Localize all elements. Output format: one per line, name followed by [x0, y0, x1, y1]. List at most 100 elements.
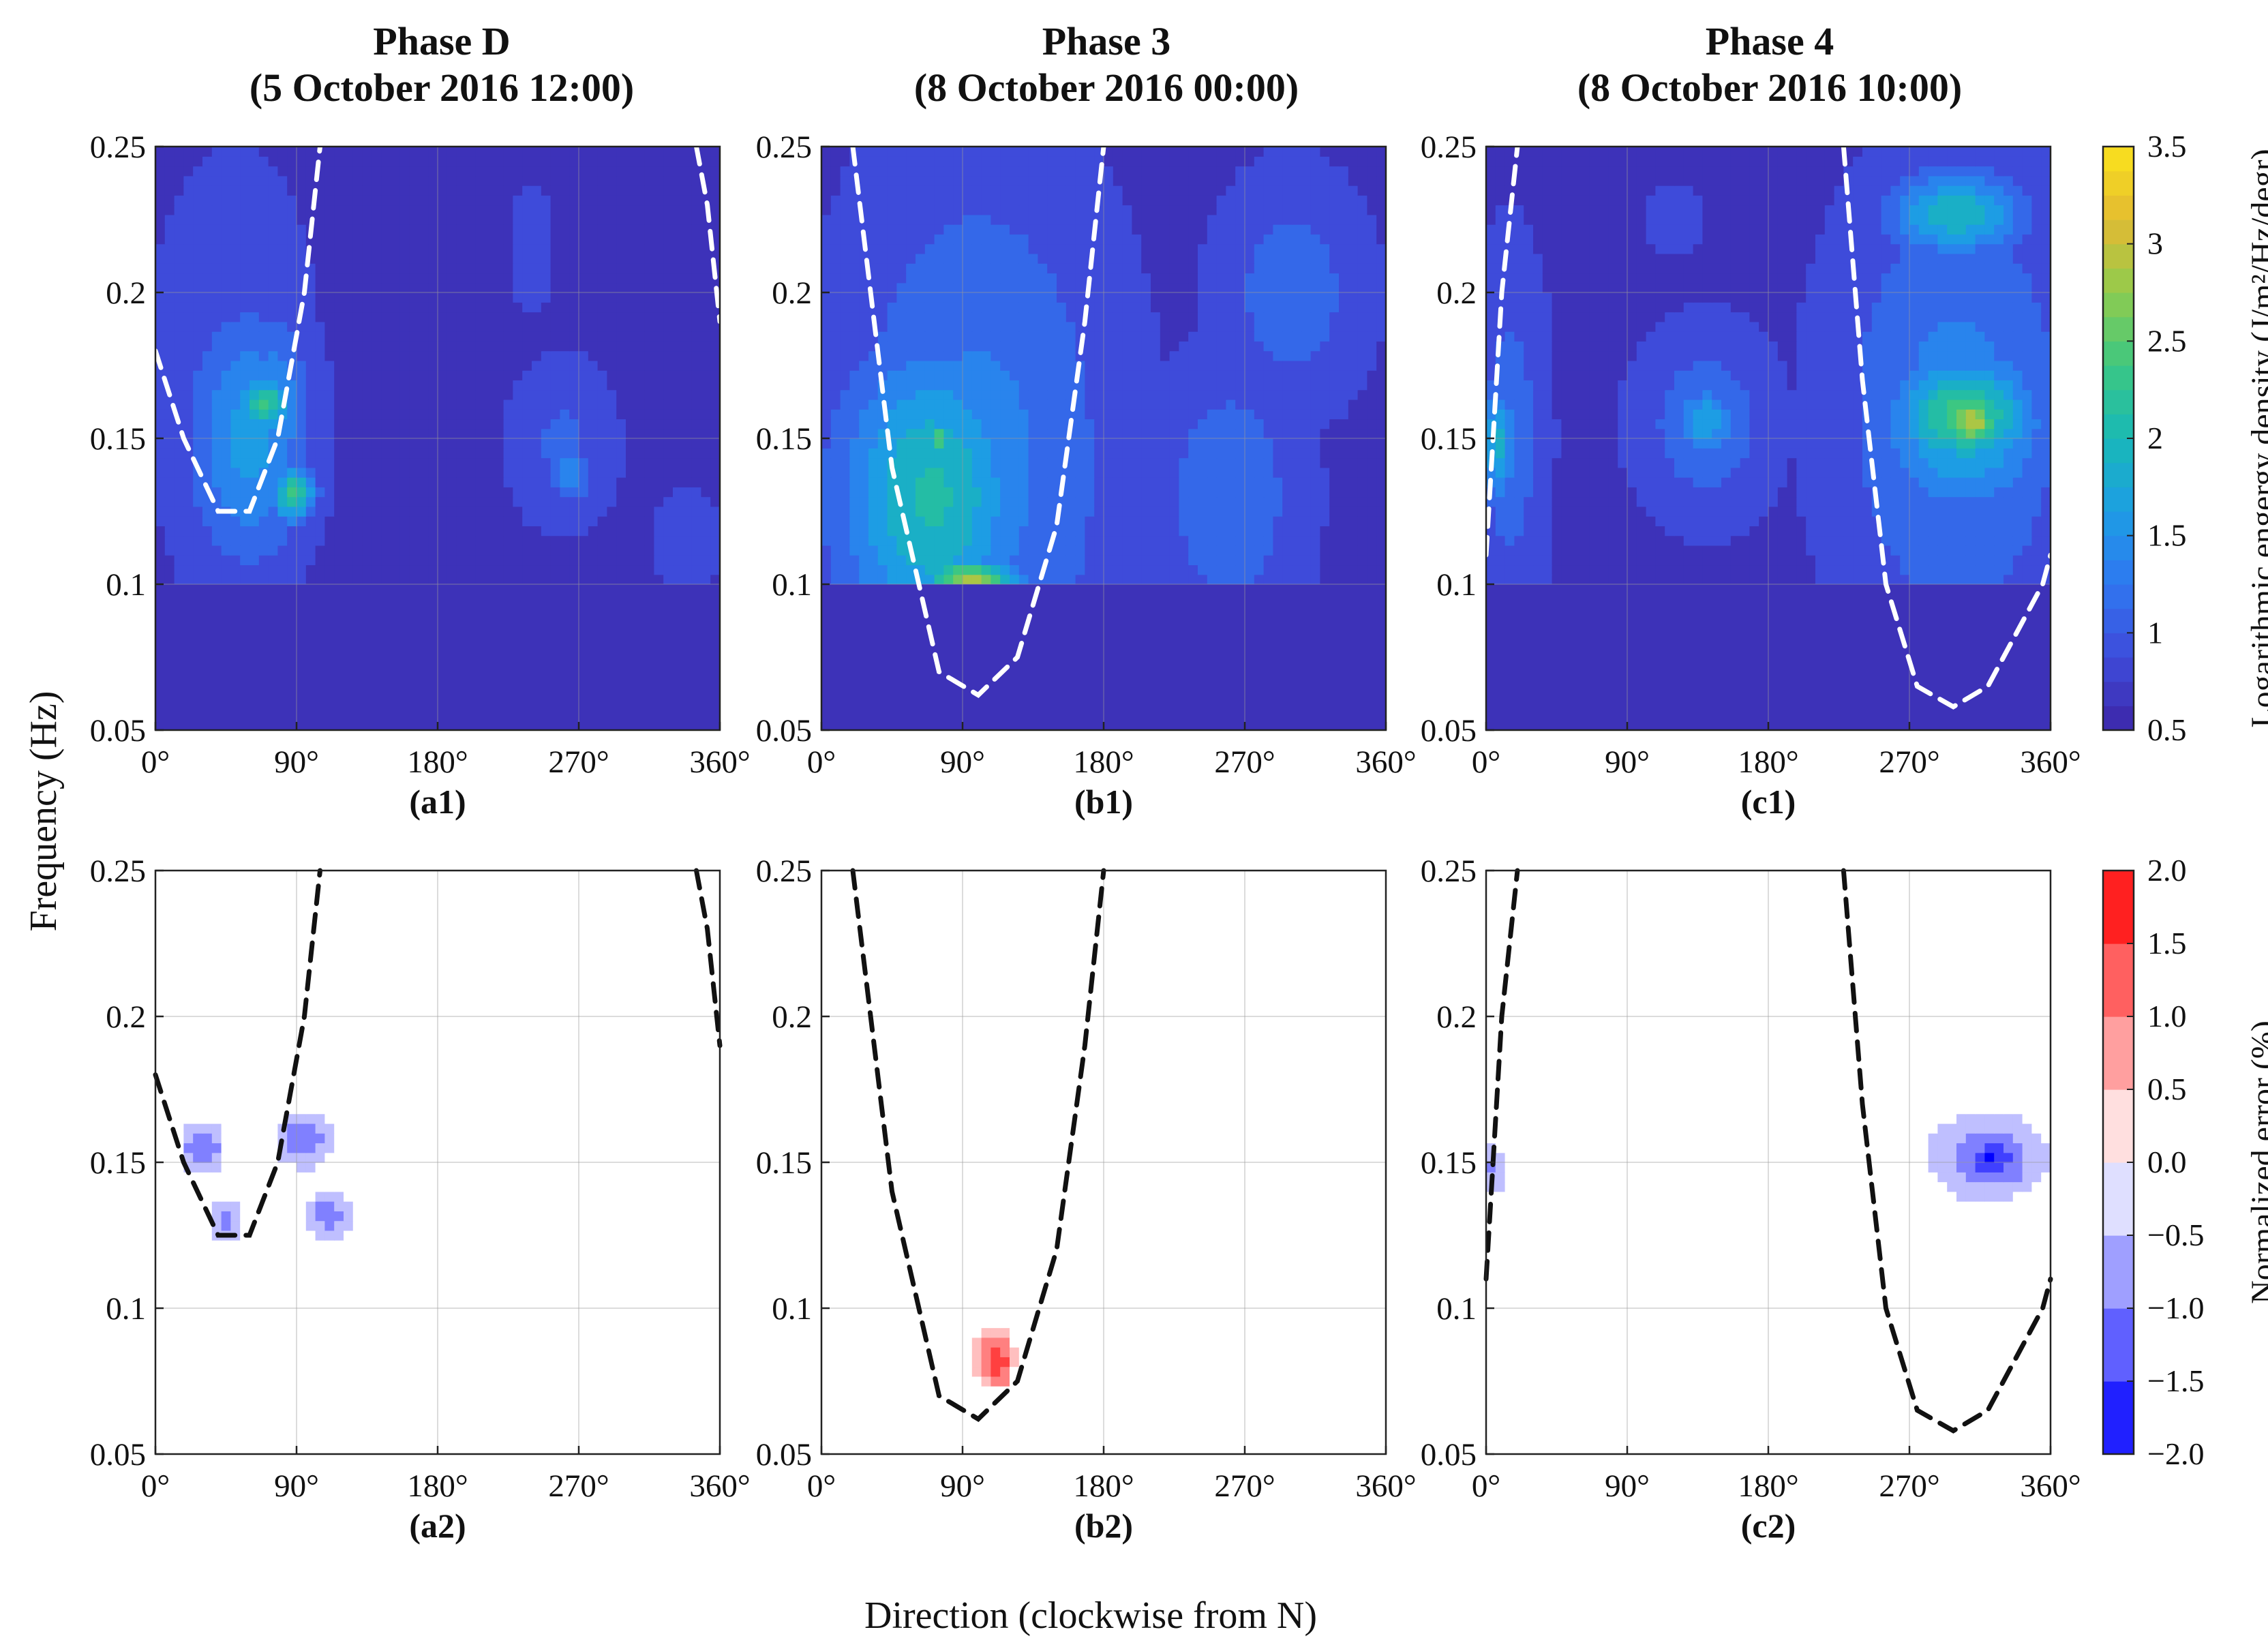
contour-cell: [644, 487, 654, 498]
contour-cell: [447, 350, 457, 361]
contour-cell: [258, 496, 269, 507]
contour-cell: [1216, 516, 1226, 526]
contour-cell: [691, 467, 701, 478]
contour-cell: [1141, 555, 1151, 566]
contour-cell: [579, 331, 589, 342]
contour-cell: [485, 360, 495, 371]
contour-cell: [541, 185, 551, 196]
contour-cell: [419, 175, 429, 186]
contour-cell: [691, 409, 701, 420]
contour-cell: [877, 564, 888, 575]
contour-cell: [691, 321, 701, 332]
contour-cell: [183, 526, 194, 537]
contour-cell: [258, 175, 269, 186]
contour-cell: [419, 389, 429, 400]
contour-cell: [550, 166, 560, 177]
contour-cell: [456, 448, 466, 459]
contour-cell: [428, 360, 438, 371]
contour-cell: [391, 419, 401, 429]
contour-cell: [1339, 535, 1349, 546]
contour-cell: [362, 477, 372, 487]
contour-cell: [475, 428, 485, 439]
contour-cell: [522, 487, 532, 498]
contour-cell: [409, 156, 419, 167]
contour-cell: [1047, 555, 1057, 566]
contour-cell: [579, 312, 589, 322]
contour-cell: [362, 574, 372, 585]
contour-cell: [466, 302, 476, 313]
contour-cell: [654, 526, 664, 537]
contour-cell: [532, 234, 542, 245]
contour-cell: [183, 457, 194, 468]
contour-cell: [334, 175, 344, 186]
contour-cell: [541, 263, 551, 274]
contour-cell: [447, 224, 457, 235]
contour-cell: [155, 331, 166, 342]
contour-cell: [1216, 574, 1226, 585]
contour-cell: [352, 467, 363, 478]
contour-cell: [494, 195, 504, 206]
contour-cell: [597, 147, 607, 157]
contour-cell: [352, 399, 363, 410]
contour-cell: [654, 156, 664, 167]
contour-cell: [240, 555, 250, 566]
contour-cell: [155, 234, 166, 245]
contour-cell: [588, 487, 599, 498]
contour-cell: [183, 156, 194, 167]
contour-cell: [607, 380, 617, 391]
contour-cell: [1141, 526, 1151, 537]
contour-cell: [550, 273, 560, 284]
contour-cell: [258, 360, 269, 371]
contour-cell: [710, 477, 720, 487]
contour-cell: [183, 409, 194, 420]
contour-cell: [315, 224, 325, 235]
contour-cell: [381, 428, 391, 439]
contour-cell: [344, 253, 354, 264]
contour-cell: [240, 312, 250, 322]
contour-cell: [588, 185, 599, 196]
contour-cell: [334, 234, 344, 245]
contour-cell: [682, 506, 693, 517]
contour-cell: [654, 331, 664, 342]
contour-cell: [334, 419, 344, 429]
contour-cell: [428, 448, 438, 459]
contour-cell: [1179, 545, 1189, 556]
contour-cell: [691, 166, 701, 177]
contour-cell: [626, 185, 636, 196]
contour-cell: [211, 574, 222, 585]
contour-cell: [541, 214, 551, 225]
contour-cell: [1301, 574, 1312, 585]
contour-cell: [372, 477, 382, 487]
contour-cell: [579, 292, 589, 303]
contour-cell: [475, 496, 485, 507]
contour-cell: [1047, 564, 1057, 575]
contour-cell: [560, 380, 570, 391]
contour-cell: [240, 195, 250, 206]
contour-cell: [682, 214, 693, 225]
contour-cell: [597, 555, 607, 566]
contour-cell: [906, 506, 916, 517]
contour-cell: [391, 341, 401, 352]
contour-cell: [391, 312, 401, 322]
contour-cell: [381, 370, 391, 380]
title-col2-line1: Phase 3: [1042, 19, 1171, 63]
contour-cell: [868, 506, 879, 517]
contour-cell: [183, 147, 194, 157]
contour-cell: [475, 205, 485, 215]
contour-cell: [485, 389, 495, 400]
contour-cell: [381, 419, 391, 429]
contour-cell: [344, 350, 354, 361]
contour-cell: [466, 399, 476, 410]
contour-cell: [409, 506, 419, 517]
contour-cell: [710, 409, 720, 420]
contour-cell: [840, 516, 850, 526]
contour-cell: [174, 380, 184, 391]
contour-cell: [485, 166, 495, 177]
contour-cell: [1160, 516, 1170, 526]
contour-cell: [485, 564, 495, 575]
contour-cell: [240, 428, 250, 439]
contour-field-b1: [821, 147, 1386, 730]
contour-cell: [381, 195, 391, 206]
contour-cell: [277, 526, 288, 537]
contour-cell: [626, 457, 636, 468]
